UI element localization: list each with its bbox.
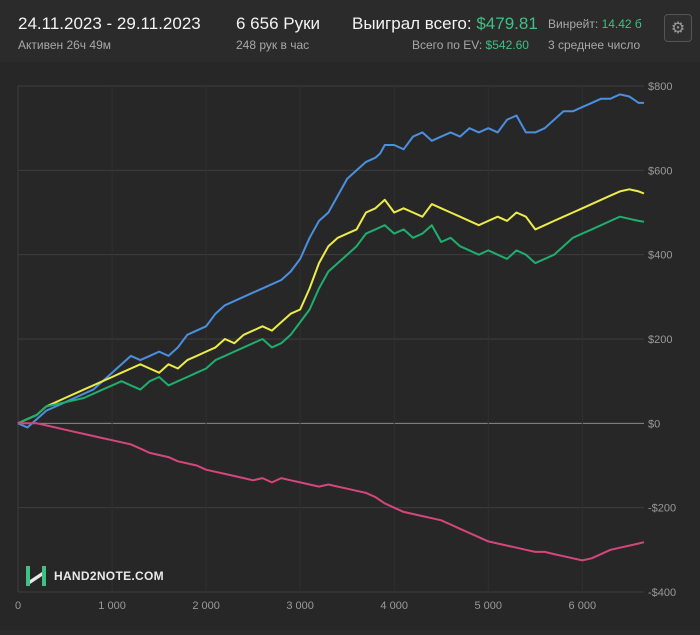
active-time: Активен 26ч 49м bbox=[18, 38, 111, 52]
hands-count: 6 656 Руки bbox=[236, 14, 321, 33]
y-tick-label: $200 bbox=[648, 334, 672, 346]
series-line-green bbox=[17, 215, 645, 425]
won-total: Выиграл всего: $479.81 bbox=[352, 14, 538, 34]
y-tick-label: $800 bbox=[648, 81, 672, 93]
x-tick-label: 2 000 bbox=[192, 600, 220, 612]
y-tick-label: -$400 bbox=[648, 587, 676, 599]
x-tick-label: 1 000 bbox=[98, 600, 126, 612]
y-tick-label: $400 bbox=[648, 250, 672, 262]
ev-value: $542.60 bbox=[485, 38, 529, 52]
stats-header: 24.11.2023 - 29.11.2023 Активен 26ч 49м … bbox=[0, 0, 700, 60]
y-tick-label: -$200 bbox=[648, 503, 676, 515]
winrate: Винрейт: 14.42 б bbox=[548, 17, 642, 31]
winrate-label: Винрейт: bbox=[548, 17, 599, 31]
x-tick-label: 4 000 bbox=[380, 600, 408, 612]
x-tick-label: 5 000 bbox=[474, 600, 502, 612]
average-label: 3 среднее число bbox=[548, 38, 641, 52]
hand2note-logo: HAND2NOTE.COM bbox=[26, 566, 164, 586]
chart-background bbox=[0, 62, 700, 630]
hand2note-logo-icon bbox=[26, 566, 46, 586]
ev-label: Всего по EV: bbox=[412, 38, 483, 52]
winrate-value: 14.42 б bbox=[601, 17, 642, 31]
date-range: 24.11.2023 - 29.11.2023 bbox=[18, 14, 201, 33]
y-tick-label: $0 bbox=[648, 418, 660, 430]
profit-chart: $800 $600 $400 $200 $0 -$200 -$400 0 1 000 2 000 3… bbox=[0, 62, 700, 630]
y-tick-label: $600 bbox=[648, 165, 672, 177]
won-label: Выиграл всего: bbox=[352, 14, 472, 33]
x-tick-label: 3 000 bbox=[286, 600, 314, 612]
x-tick-label: 6 000 bbox=[569, 600, 597, 612]
ev-total: Всего по EV: $542.60 bbox=[412, 38, 529, 52]
series-line-red bbox=[18, 422, 645, 562]
profit-chart-svg: $800 $600 $400 $200 $0 -$200 -$400 0 1 000 2 000 3… bbox=[0, 62, 700, 630]
hands-per-hour: 248 рук в час bbox=[236, 38, 310, 52]
won-value: $479.81 bbox=[476, 14, 538, 33]
series-line-yellow bbox=[17, 188, 645, 425]
settings-button[interactable]: ⚙ bbox=[664, 14, 692, 42]
gear-icon: ⚙ bbox=[670, 20, 686, 37]
logo-text: HAND2NOTE.COM bbox=[54, 569, 164, 583]
x-tick-label: 0 bbox=[15, 600, 21, 612]
series-line-blue bbox=[17, 93, 644, 429]
